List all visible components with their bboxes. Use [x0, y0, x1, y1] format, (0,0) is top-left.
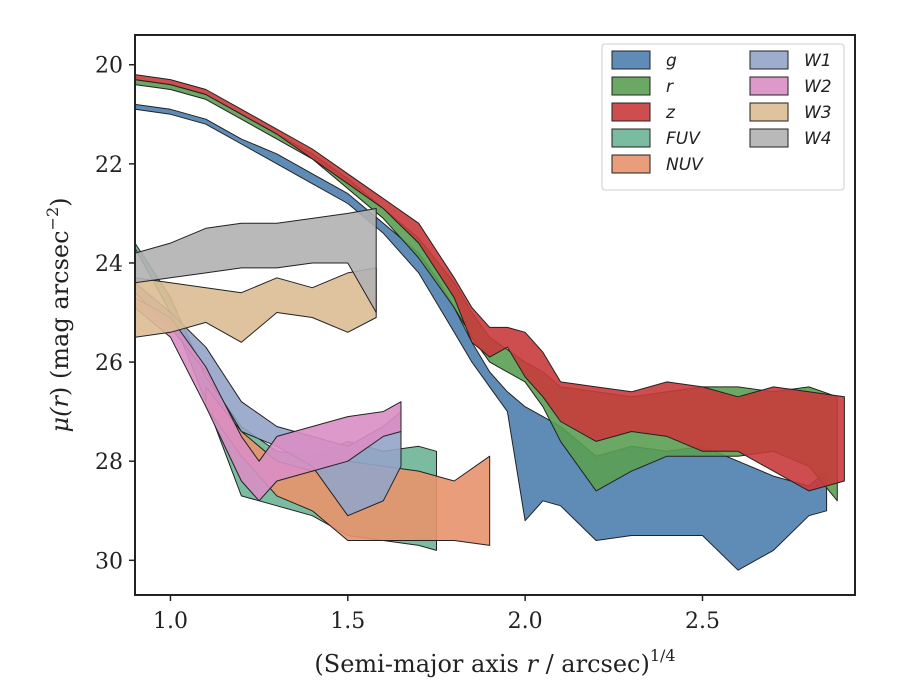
legend-label-nuv: NUV: [666, 155, 704, 175]
legend-label-w3: W3: [804, 103, 832, 123]
legend: grz FUV NUV W1 W2 W3 W4: [601, 43, 845, 191]
x-tick-label: 1.5: [330, 609, 365, 634]
y-tick-label: 30: [95, 549, 123, 574]
series-bands: [135, 74, 845, 571]
y-tick-label: 20: [95, 54, 123, 79]
legend-label-w1: W1: [804, 51, 832, 71]
legend-label-g: g: [666, 51, 677, 71]
legend-swatch-w3: [749, 102, 789, 122]
plot-frame: [134, 34, 856, 596]
legend-swatch-z: [611, 102, 651, 122]
legend-swatch-w1: [749, 50, 789, 70]
x-axis-title: (Semi-major axis r / arcsec)1/4: [314, 646, 675, 678]
y-axis-ticks: 20 22 24 26 28 30: [95, 54, 135, 574]
x-tick-label: 1.0: [153, 609, 188, 634]
legend-swatch-r: [611, 76, 651, 96]
band-z: [135, 74, 845, 492]
legend-swatch-nuv: [611, 154, 651, 174]
legend-label-w4: W4: [804, 129, 832, 149]
legend-swatch-w4: [749, 128, 789, 148]
band-w3: [135, 267, 377, 343]
legend-items: grz FUV NUV W1 W2 W3 W4: [611, 50, 832, 175]
x-axis-ticks: 1.0 1.5 2.0 2.5: [153, 595, 720, 634]
x-tick-label: 2.0: [508, 609, 543, 634]
legend-label-r: r: [666, 77, 674, 97]
legend-swatch-g: [611, 50, 651, 70]
band-w2: [135, 297, 402, 502]
y-tick-label: 22: [95, 153, 123, 178]
y-axis-title: μ(r) (mag arcsec−2): [43, 197, 74, 432]
y-tick-label: 26: [95, 351, 123, 376]
legend-swatch-w2: [749, 76, 789, 96]
y-tick-label: 24: [95, 252, 123, 277]
legend-label-fuv: FUV: [666, 129, 701, 149]
legend-label-w2: W2: [804, 77, 832, 97]
y-tick-label: 28: [95, 450, 123, 475]
x-tick-label: 2.5: [685, 609, 720, 634]
band-w4: [135, 208, 377, 313]
legend-swatch-fuv: [611, 128, 651, 148]
legend-label-z: z: [665, 103, 676, 123]
